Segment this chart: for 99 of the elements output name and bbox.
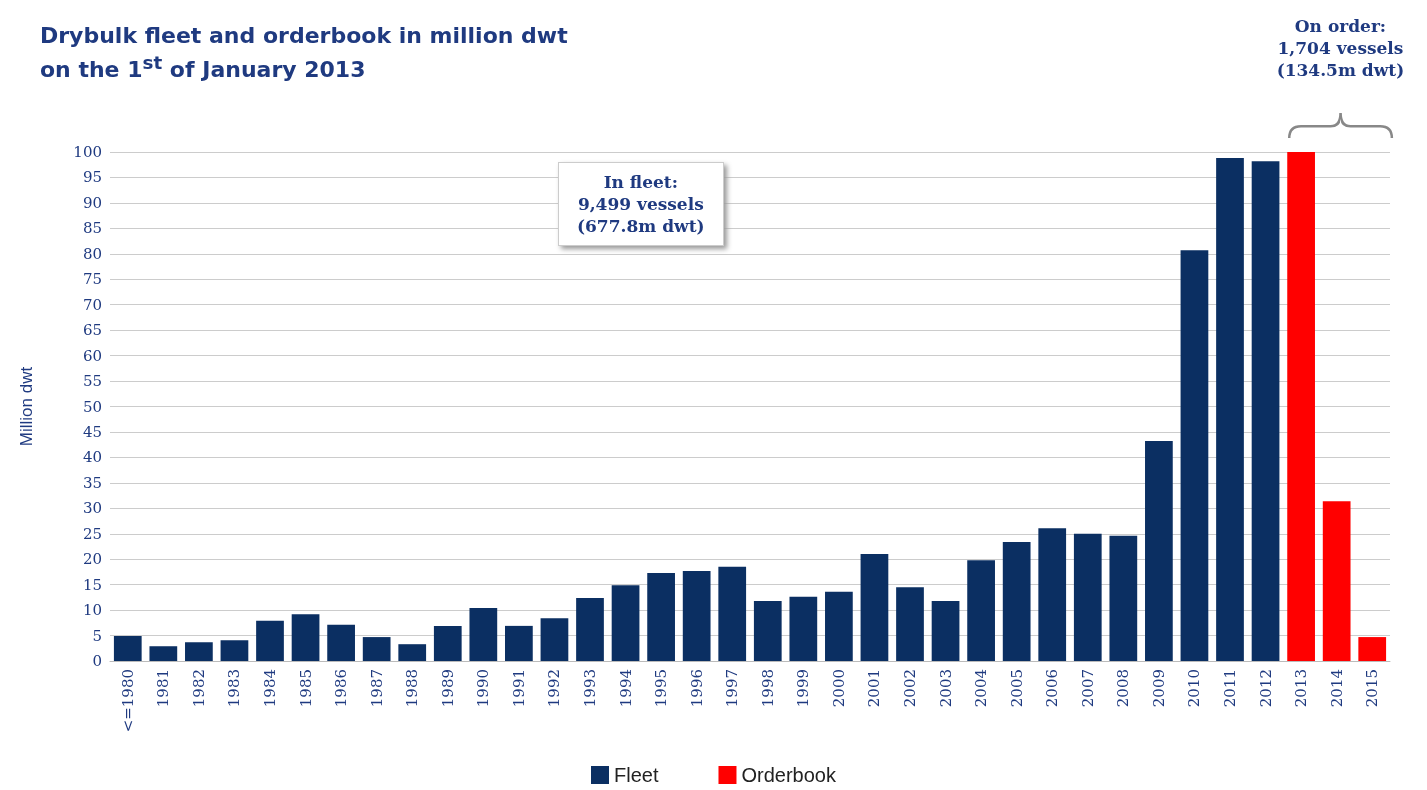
x-tick-label: 2010 bbox=[1185, 669, 1204, 708]
x-tick-label: 2003 bbox=[936, 669, 955, 708]
y-tick-label: 5 bbox=[92, 626, 102, 645]
x-tick-label: 2009 bbox=[1149, 669, 1168, 708]
x-tick-label: 2002 bbox=[901, 669, 919, 708]
y-tick-label: 30 bbox=[82, 499, 102, 518]
bar bbox=[1216, 158, 1244, 661]
y-axis-title: Million dwt bbox=[17, 366, 36, 447]
bar bbox=[1073, 533, 1102, 661]
text: On order: 1,704 vessels (134.5m dwt) bbox=[1276, 15, 1405, 82]
bar bbox=[1180, 250, 1209, 661]
bar bbox=[540, 618, 569, 661]
y-tick-label: 80 bbox=[82, 244, 102, 263]
bar bbox=[860, 554, 889, 661]
bar bbox=[505, 625, 533, 661]
bar bbox=[291, 614, 320, 661]
bar bbox=[327, 624, 355, 661]
y-tick-label: 95 bbox=[82, 168, 102, 187]
bar bbox=[398, 644, 427, 661]
x-tick-label: 2014 bbox=[1327, 669, 1346, 708]
x-tick-label: 2006 bbox=[1043, 669, 1062, 708]
y-tick-label: 55 bbox=[82, 372, 102, 391]
y-tick-label: 0 bbox=[92, 652, 102, 670]
bar bbox=[1002, 541, 1031, 661]
bar bbox=[647, 572, 675, 661]
y-tick-label: 100 bbox=[73, 143, 102, 161]
bar bbox=[433, 625, 462, 661]
y-tick-label: 35 bbox=[82, 473, 102, 492]
x-tick-label: 1997 bbox=[723, 669, 742, 708]
x-tick-label: 2012 bbox=[1256, 669, 1275, 708]
x-tick-label: 1995 bbox=[652, 669, 671, 708]
y-tick-label: 70 bbox=[82, 295, 102, 314]
x-tick-label: 1985 bbox=[296, 669, 315, 708]
x-tick-label: <=1980 bbox=[118, 669, 137, 733]
bar bbox=[789, 596, 818, 661]
bar bbox=[1287, 152, 1315, 661]
x-tick-label: 2007 bbox=[1078, 669, 1097, 708]
bar bbox=[896, 587, 924, 661]
y-tick-label: 15 bbox=[82, 575, 102, 594]
x-tick-label: 1983 bbox=[225, 669, 244, 708]
y-tick-label: 50 bbox=[82, 397, 102, 416]
x-tick-label: 1987 bbox=[367, 669, 386, 708]
y-tick-label: 65 bbox=[82, 321, 102, 340]
bar bbox=[1109, 535, 1138, 661]
x-tick-label: 1981 bbox=[154, 669, 173, 708]
x-tick-label: 1992 bbox=[545, 669, 564, 708]
y-tick-label: 85 bbox=[82, 219, 102, 238]
legend-label: Orderbook bbox=[741, 764, 837, 786]
y-tick-label: 45 bbox=[82, 422, 102, 441]
bar bbox=[113, 636, 142, 661]
y-tick-label: 10 bbox=[82, 601, 102, 620]
x-tick-label: 1994 bbox=[616, 669, 635, 708]
x-tick-label: 2015 bbox=[1363, 669, 1382, 708]
bar bbox=[1322, 501, 1351, 661]
x-tick-label: 1993 bbox=[581, 669, 599, 708]
y-tick-label: 90 bbox=[82, 193, 102, 212]
x-tick-label: 1991 bbox=[509, 669, 528, 708]
annotation: In fleet: 9,499 vessels (677.8m dwt) bbox=[558, 162, 724, 247]
x-tick-label: 1999 bbox=[794, 669, 813, 708]
x-tick-label: 1996 bbox=[687, 669, 706, 708]
y-tick-label: 60 bbox=[82, 346, 102, 365]
x-tick-label: 1986 bbox=[332, 669, 351, 708]
x-tick-label: 1990 bbox=[474, 669, 493, 708]
bar bbox=[1251, 161, 1280, 661]
bar bbox=[185, 642, 213, 661]
bar bbox=[1145, 441, 1173, 661]
bar bbox=[682, 570, 711, 661]
y-tick-label: 25 bbox=[82, 524, 102, 543]
legend-label: Fleet bbox=[614, 764, 659, 786]
x-tick-label: 2001 bbox=[865, 669, 884, 708]
x-tick-label: 2004 bbox=[972, 669, 991, 708]
bar bbox=[931, 600, 960, 661]
bar bbox=[149, 646, 178, 661]
bar bbox=[967, 560, 995, 661]
bar bbox=[611, 585, 640, 661]
bar bbox=[576, 597, 604, 661]
x-tick-label: 1982 bbox=[189, 669, 208, 708]
bar bbox=[753, 600, 782, 661]
y-tick-label: 20 bbox=[82, 550, 102, 569]
x-tick-label: 1989 bbox=[438, 669, 457, 708]
bar bbox=[1038, 528, 1067, 661]
bar bbox=[362, 637, 391, 661]
x-tick-label: 1984 bbox=[261, 669, 279, 708]
x-tick-label: 2008 bbox=[1114, 669, 1133, 708]
x-tick-label: 2011 bbox=[1221, 669, 1239, 708]
bar bbox=[825, 591, 853, 661]
chart-title: Drybulk fleet and orderbook in million dwt on the 1$^{st}$ of January 2013 bbox=[40, 22, 568, 84]
bar bbox=[256, 620, 284, 661]
x-tick-label: 1998 bbox=[758, 669, 777, 708]
x-tick-label: 2013 bbox=[1292, 669, 1311, 708]
bar bbox=[220, 640, 249, 661]
y-tick-label: 75 bbox=[82, 270, 102, 289]
bar bbox=[1358, 637, 1387, 661]
bar bbox=[469, 608, 498, 661]
x-tick-label: 2005 bbox=[1007, 669, 1026, 708]
x-tick-label: 2000 bbox=[829, 669, 848, 708]
y-tick-label: 40 bbox=[82, 448, 102, 467]
x-tick-label: 1988 bbox=[403, 669, 422, 708]
bar bbox=[718, 566, 747, 661]
